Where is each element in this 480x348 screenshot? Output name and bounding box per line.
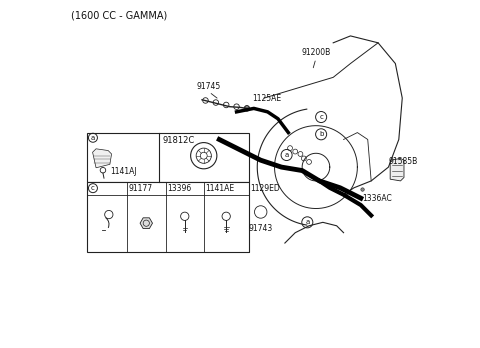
Text: 1141AE: 1141AE xyxy=(205,184,235,193)
Text: 91585B: 91585B xyxy=(388,157,418,166)
Text: b: b xyxy=(319,131,324,137)
Text: 1141AJ: 1141AJ xyxy=(110,167,136,176)
Text: a: a xyxy=(285,152,289,158)
Text: c: c xyxy=(91,185,95,191)
Text: 91177: 91177 xyxy=(129,184,153,193)
Polygon shape xyxy=(140,218,153,229)
Text: 1129ED: 1129ED xyxy=(251,184,280,193)
Text: 91743: 91743 xyxy=(249,224,273,233)
FancyBboxPatch shape xyxy=(87,133,249,182)
Text: a: a xyxy=(305,219,310,226)
Circle shape xyxy=(245,106,249,110)
Polygon shape xyxy=(93,149,111,168)
Text: 91745: 91745 xyxy=(197,82,221,91)
Text: 1125AE: 1125AE xyxy=(252,94,281,103)
Circle shape xyxy=(361,188,364,191)
Polygon shape xyxy=(390,158,404,181)
Text: (1600 CC - GAMMA): (1600 CC - GAMMA) xyxy=(71,10,167,20)
Text: 91200B: 91200B xyxy=(301,48,331,57)
Text: 91812C: 91812C xyxy=(162,136,194,145)
Text: 13396: 13396 xyxy=(168,184,192,193)
Text: c: c xyxy=(319,114,323,120)
Text: a: a xyxy=(91,135,95,141)
FancyBboxPatch shape xyxy=(87,182,249,252)
Text: 1336AC: 1336AC xyxy=(362,194,392,203)
